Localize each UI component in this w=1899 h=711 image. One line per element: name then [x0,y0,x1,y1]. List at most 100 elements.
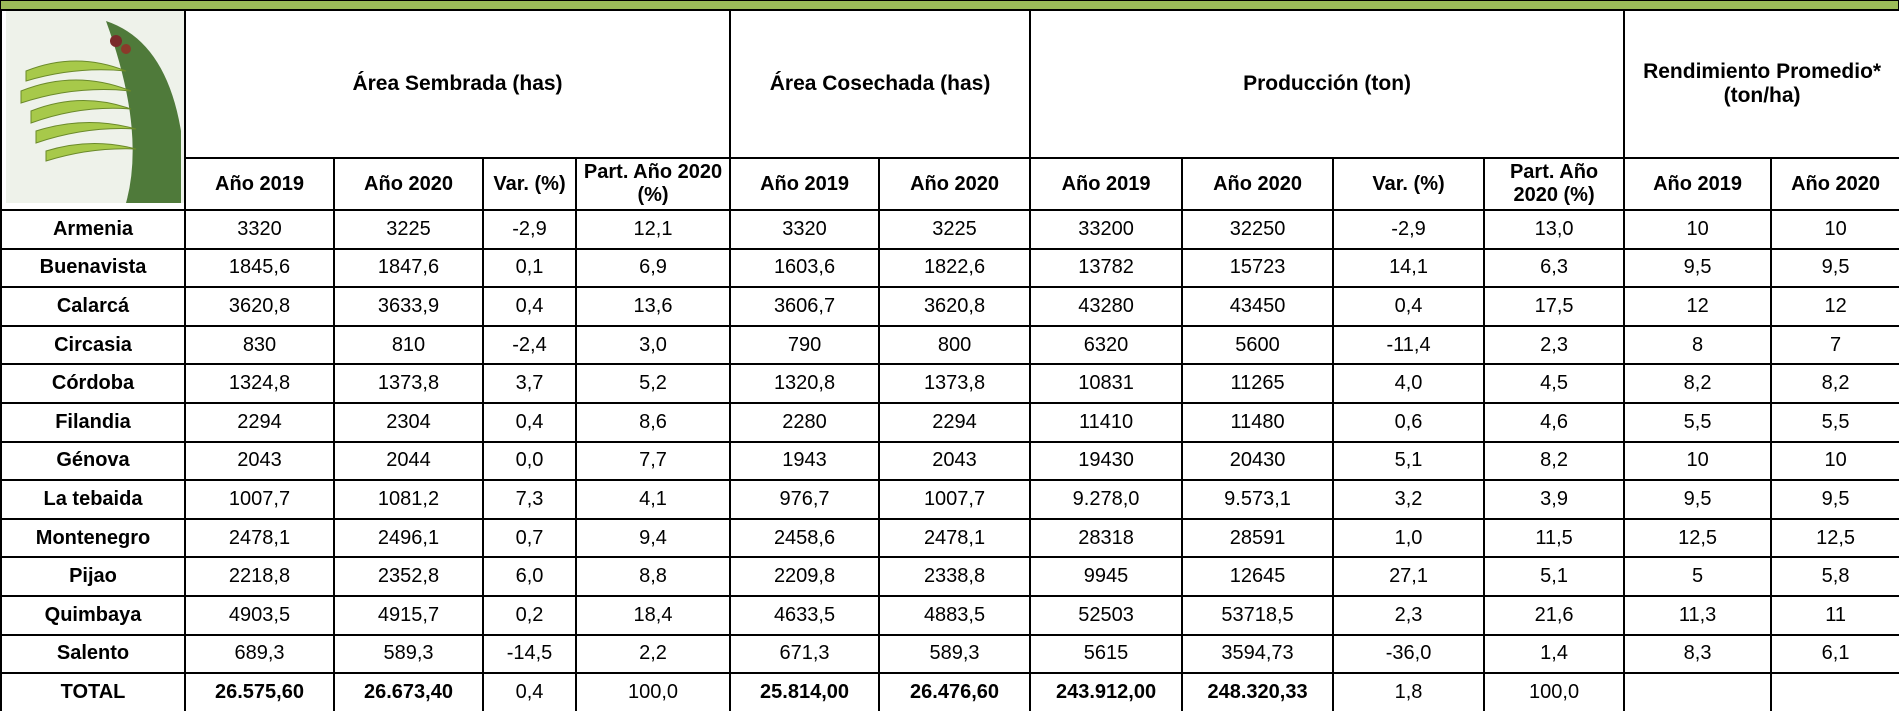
table-cell: 5,1 [1333,442,1484,481]
table-cell: 5,1 [1484,557,1624,596]
table-cell: 8,2 [1484,442,1624,481]
table-cell: 4915,7 [334,596,483,635]
table-cell: 8,6 [576,403,730,442]
page-body: Área Sembrada (has)Área Cosechada (has)P… [0,0,1899,711]
sub-header: Part. Año 2020 (%) [1484,158,1624,210]
table-cell: 3620,8 [879,287,1030,326]
table-cell: 3320 [730,210,879,249]
table-cell: 33200 [1030,210,1182,249]
table-cell: 1373,8 [334,364,483,403]
sub-header: Año 2019 [1030,158,1182,210]
group-header: Producción (ton) [1030,10,1624,158]
table-cell: 2,3 [1333,596,1484,635]
table-cell: 3633,9 [334,287,483,326]
row-label: Filandia [1,403,185,442]
table-cell: 0,2 [483,596,576,635]
table-cell: 2,3 [1484,326,1624,365]
table-cell: 0,1 [483,249,576,288]
table-cell: 4,5 [1484,364,1624,403]
table-cell: 243.912,00 [1030,673,1182,711]
table-cell: 15723 [1182,249,1333,288]
table-cell: 4,1 [576,480,730,519]
table-cell: 10831 [1030,364,1182,403]
table-cell: 976,7 [730,480,879,519]
table-cell: 9.573,1 [1182,480,1333,519]
sub-header: Año 2020 [1182,158,1333,210]
table-cell: 3594,73 [1182,635,1333,674]
row-label: Calarcá [1,287,185,326]
row-label: Buenavista [1,249,185,288]
row-label: La tebaida [1,480,185,519]
table-cell: 27,1 [1333,557,1484,596]
table-cell: 12,5 [1771,519,1899,558]
table-cell: 2304 [334,403,483,442]
table-cell: 3225 [334,210,483,249]
table-cell: 1324,8 [185,364,334,403]
table-cell: 11265 [1182,364,1333,403]
group-header: Área Sembrada (has) [185,10,730,158]
group-header: Rendimiento Promedio* (ton/ha) [1624,10,1899,158]
table-cell: 21,6 [1484,596,1624,635]
table-cell: 3,7 [483,364,576,403]
table-cell: 100,0 [1484,673,1624,711]
table-cell: 6,3 [1484,249,1624,288]
table-cell: 2209,8 [730,557,879,596]
table-cell: 0,6 [1333,403,1484,442]
table-cell: 26.476,60 [879,673,1030,711]
table-cell: 19430 [1030,442,1182,481]
table-cell: 6,1 [1771,635,1899,674]
sub-header: Part. Año 2020 (%) [576,158,730,210]
sub-header: Año 2019 [1624,158,1771,210]
row-label: Circasia [1,326,185,365]
group-header-row: Área Sembrada (has)Área Cosechada (has)P… [1,10,1899,158]
table-cell: 589,3 [334,635,483,674]
table-cell: 2478,1 [185,519,334,558]
table-cell: 9,5 [1771,480,1899,519]
table-cell: 800 [879,326,1030,365]
table-cell: 43280 [1030,287,1182,326]
sub-header: Año 2019 [730,158,879,210]
table-cell: 53718,5 [1182,596,1333,635]
table-cell: 4,6 [1484,403,1624,442]
table-cell: 8 [1624,326,1771,365]
table-cell: 2294 [879,403,1030,442]
photo-cell [1,10,185,210]
table-head: Área Sembrada (has)Área Cosechada (has)P… [1,10,1899,210]
table-cell: 7,3 [483,480,576,519]
table-cell: 1081,2 [334,480,483,519]
table-cell: 10 [1624,442,1771,481]
sub-header: Año 2020 [334,158,483,210]
group-header: Área Cosechada (has) [730,10,1030,158]
table-cell: 9,5 [1624,249,1771,288]
table-cell: 12 [1771,287,1899,326]
table-cell: 20430 [1182,442,1333,481]
table-cell: 0,4 [1333,287,1484,326]
table-cell: 0,4 [483,403,576,442]
table-cell: 5,5 [1771,403,1899,442]
table-cell: 7 [1771,326,1899,365]
table-cell: 26.673,40 [334,673,483,711]
table-cell: 13782 [1030,249,1182,288]
table-cell: 4903,5 [185,596,334,635]
table-cell: 1603,6 [730,249,879,288]
data-table: Área Sembrada (has)Área Cosechada (has)P… [0,9,1899,711]
table-cell: 10 [1771,210,1899,249]
top-bar [0,0,1899,9]
sub-header: Año 2020 [1771,158,1899,210]
table-cell: 589,3 [879,635,1030,674]
table-cell: 1847,6 [334,249,483,288]
table-cell: 248.320,33 [1182,673,1333,711]
row-label: TOTAL [1,673,185,711]
table-cell: -2,4 [483,326,576,365]
table-cell: 2043 [185,442,334,481]
table-cell: 1373,8 [879,364,1030,403]
row-label: Armenia [1,210,185,249]
table-cell: 7,7 [576,442,730,481]
